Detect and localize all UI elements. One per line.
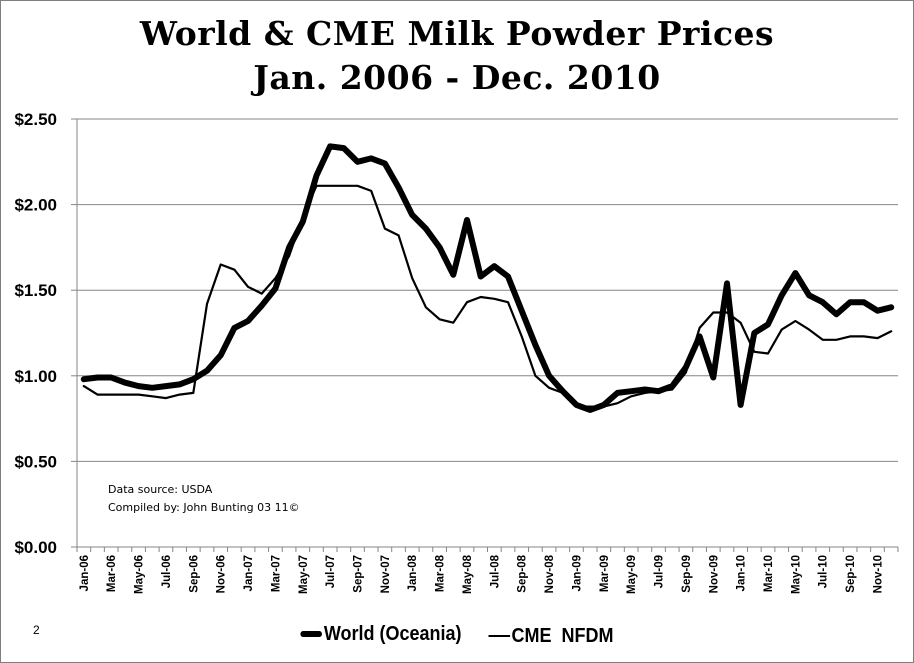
x-tick-label: Mar-09 [599,555,611,592]
x-tick-label: May-10 [790,555,802,594]
chart-subtitle: Jan. 2006 - Dec. 2010 [253,58,661,97]
x-tick-label: Jul-06 [161,555,173,588]
x-tick-label: May-09 [626,555,638,594]
series-line-cme-nfdm [82,184,893,408]
series-line-world-oceania [80,143,895,413]
y-tick-label: $1.50 [14,281,57,300]
x-tick-label: Nov-10 [872,555,884,593]
x-tick-label: May-08 [462,554,474,594]
x-tick-label: Sep-06 [188,555,200,593]
annotation-source: Data source: USDA [108,483,213,496]
legend: World (Oceania) CME NFDM [46,620,869,648]
legend-item-world: World (Oceania) [300,622,462,646]
legend-swatch-world [300,631,323,637]
x-tick-label: Sep-09 [681,555,693,593]
x-tick-label: Nov-08 [544,554,556,593]
x-tick-label: May-07 [298,555,310,594]
chart-title: World & CME Milk Powder Prices [139,14,775,53]
x-tick-label: Mar-07 [270,555,282,592]
x-tick-label: Mar-06 [106,555,118,592]
x-tick-label: Nov-06 [216,555,228,593]
y-tick-label: $1.00 [14,367,57,386]
x-tick-label: Mar-10 [763,555,775,592]
y-tick-label: $2.50 [14,110,57,129]
y-tick-label: $0.50 [14,452,57,471]
x-tick-label: Jul-08 [489,554,501,588]
x-tick-label: Sep-08 [517,554,529,592]
x-tick-label: Nov-09 [708,555,720,593]
legend-swatch-cme [488,635,510,637]
x-tick-label: Jul-07 [325,555,337,588]
annotation-compiled: Compiled by: John Bunting 03 11© [108,501,300,514]
x-tick-label: Mar-08 [435,554,447,592]
y-tick-label: $0.00 [14,538,57,557]
legend-item-cme: CME NFDM [488,624,614,648]
legend-label-world: World (Oceania) [323,622,462,645]
x-tick-label: Nov-07 [380,555,392,593]
x-tick-label: May-06 [134,555,146,594]
x-tick-label: Sep-10 [845,555,857,593]
x-tick-label: Jul-10 [818,555,830,588]
x-tick-label: Jan-06 [79,555,91,591]
x-tick-label: Jan-07 [243,555,255,591]
page-number: 2 [33,623,40,637]
legend-label-cme: CME NFDM [511,624,614,647]
x-tick-label: Jan-09 [571,555,583,591]
x-tick-label: Jan-10 [736,555,748,591]
y-tick-label: $2.00 [14,196,57,215]
x-tick-label: Jul-09 [654,555,666,588]
x-tick-label: Jan-08 [407,554,419,591]
x-tick-label: Sep-07 [353,555,365,593]
